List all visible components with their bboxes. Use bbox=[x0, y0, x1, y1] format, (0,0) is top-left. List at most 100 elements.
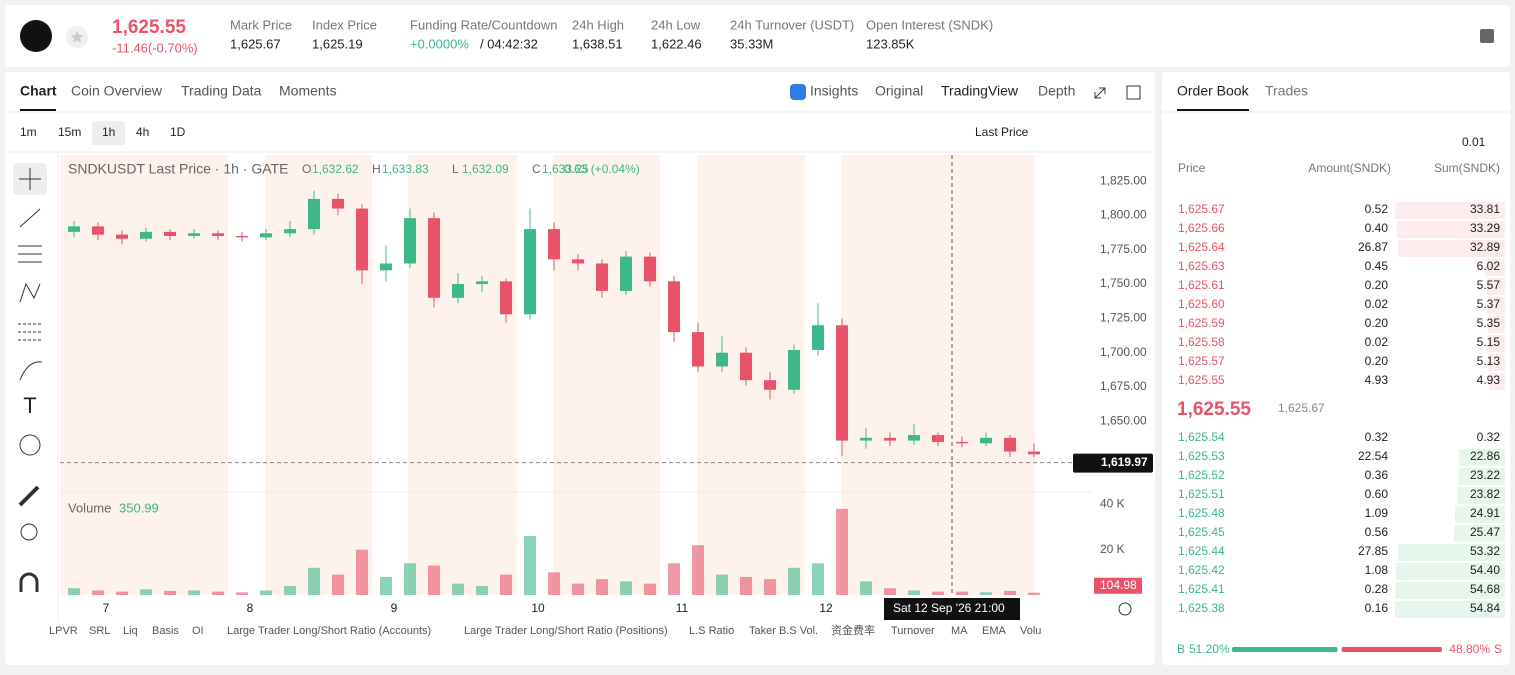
y-tick-label: 1,825.00 bbox=[1100, 173, 1147, 187]
ob-amount: 0.20 bbox=[1365, 316, 1389, 330]
indicator[interactable]: L.S Ratio bbox=[689, 625, 734, 637]
pattern-tool[interactable] bbox=[19, 282, 41, 303]
interval[interactable]: 1m bbox=[20, 125, 37, 139]
price-source[interactable]: Last Price bbox=[975, 125, 1029, 139]
volume-tag-bg bbox=[1094, 577, 1142, 594]
stat-label: Mark Price bbox=[230, 17, 292, 32]
x-tick-label: 11 bbox=[676, 601, 689, 615]
ob-amount: 0.56 bbox=[1365, 525, 1389, 539]
interval[interactable]: 4h bbox=[136, 125, 149, 139]
tab[interactable]: Trading Data bbox=[181, 83, 262, 99]
indicator[interactable]: Large Trader Long/Short Ratio (Positions… bbox=[464, 625, 668, 637]
interval[interactable]: 1D bbox=[170, 125, 186, 139]
view-tab[interactable]: Depth bbox=[1038, 83, 1075, 99]
coin-logo bbox=[20, 20, 52, 52]
view-tab[interactable]: TradingView bbox=[941, 83, 1019, 99]
lines-tool[interactable] bbox=[18, 245, 42, 263]
indicator[interactable]: Large Trader Long/Short Ratio (Accounts) bbox=[227, 625, 431, 637]
view-tab[interactable]: Insights bbox=[810, 83, 858, 99]
buy-ratio-bar bbox=[1232, 647, 1338, 652]
ob-sum: 53.32 bbox=[1470, 544, 1500, 558]
stat-label: 24h High bbox=[572, 17, 624, 32]
ob-amount: 0.60 bbox=[1365, 487, 1389, 501]
indicator[interactable]: Liq bbox=[123, 625, 138, 637]
candle-body bbox=[332, 198, 344, 209]
candle-body bbox=[476, 281, 488, 285]
y-tick-label: 1,800.00 bbox=[1100, 208, 1147, 222]
tab[interactable]: Chart bbox=[20, 83, 57, 99]
stat-value: +0.0000% bbox=[410, 36, 469, 51]
precision[interactable]: 0.01 bbox=[1462, 135, 1486, 149]
volume-tag: 104.98 bbox=[1100, 578, 1137, 592]
volume-bar bbox=[860, 581, 872, 595]
zoom-tool[interactable] bbox=[20, 523, 38, 541]
candle-body bbox=[668, 281, 680, 333]
candle-body bbox=[956, 441, 968, 444]
ob-sum: 23.22 bbox=[1470, 468, 1500, 482]
tab[interactable]: Coin Overview bbox=[71, 83, 163, 99]
brush-tool[interactable] bbox=[19, 361, 43, 381]
ob-amount: 26.87 bbox=[1358, 240, 1388, 254]
candle-body bbox=[596, 263, 608, 291]
view-tab[interactable]: Original bbox=[875, 83, 923, 99]
session-band bbox=[408, 155, 517, 595]
fib-tool[interactable] bbox=[18, 323, 42, 341]
ob-amount: 27.85 bbox=[1358, 544, 1388, 558]
ob-tab[interactable]: Trades bbox=[1265, 83, 1308, 99]
indicator[interactable]: 资金费率 bbox=[831, 623, 875, 637]
ob-price: 1,625.45 bbox=[1178, 525, 1225, 539]
volume-bar bbox=[404, 563, 416, 595]
crosshair-tool[interactable] bbox=[19, 168, 41, 190]
ob-amount: 0.16 bbox=[1365, 601, 1389, 615]
ruler-tool[interactable] bbox=[18, 485, 40, 507]
volume-bar bbox=[188, 590, 200, 595]
magnet-tool[interactable] bbox=[19, 572, 39, 592]
top-bar bbox=[5, 5, 1510, 67]
legend-title: SNDKUSDT Last Price · 1h · GATE bbox=[68, 161, 288, 177]
sell-ratio: 48.80% bbox=[1449, 642, 1490, 656]
ob-price: 1,625.67 bbox=[1178, 202, 1225, 216]
notes-icon[interactable] bbox=[1480, 29, 1494, 43]
indicator[interactable]: Basis bbox=[152, 625, 179, 637]
depth-bar bbox=[1395, 601, 1505, 618]
volume-bar bbox=[812, 563, 824, 595]
indicator[interactable]: LPVR bbox=[49, 625, 78, 637]
ob-price: 1,625.42 bbox=[1178, 563, 1225, 577]
depth-bar bbox=[1488, 373, 1505, 390]
ob-amount: 0.32 bbox=[1365, 430, 1389, 444]
indicator[interactable]: Volu bbox=[1020, 625, 1041, 637]
text-tool[interactable]: T bbox=[23, 393, 36, 418]
volume-bar bbox=[884, 588, 896, 595]
expand-icon[interactable] bbox=[1094, 87, 1106, 99]
candle-body bbox=[188, 233, 200, 237]
stat-value: 1,625.67 bbox=[230, 36, 281, 51]
ob-price: 1,625.59 bbox=[1178, 316, 1225, 330]
indicator[interactable]: OI bbox=[192, 625, 204, 637]
depth-bar bbox=[1487, 316, 1505, 333]
volume-bar bbox=[236, 592, 248, 595]
settings-icon[interactable] bbox=[1118, 602, 1132, 616]
volume-bar bbox=[452, 583, 464, 595]
window-icon[interactable] bbox=[1126, 85, 1141, 100]
interval-active-bg bbox=[92, 121, 125, 145]
depth-bar bbox=[1395, 563, 1505, 580]
emoji-tool[interactable] bbox=[19, 434, 41, 456]
indicator[interactable]: SRL bbox=[89, 625, 110, 637]
ob-amount: 1.09 bbox=[1365, 506, 1389, 520]
depth-bar bbox=[1504, 430, 1505, 447]
ob-tab[interactable]: Order Book bbox=[1177, 83, 1250, 99]
legend-value: 1,632.62 bbox=[312, 162, 359, 176]
volume-bar bbox=[308, 567, 320, 595]
trend-tool[interactable] bbox=[19, 208, 41, 228]
candle-body bbox=[836, 325, 848, 441]
interval[interactable]: 15m bbox=[58, 125, 81, 139]
indicator[interactable]: Turnover bbox=[891, 625, 935, 637]
ob-price: 1,625.48 bbox=[1178, 506, 1225, 520]
tab[interactable]: Moments bbox=[279, 83, 337, 99]
indicator[interactable]: Taker B.S Vol. bbox=[749, 625, 818, 637]
indicator[interactable]: MA bbox=[951, 625, 968, 637]
indicator[interactable]: EMA bbox=[982, 625, 1007, 637]
interval[interactable]: 1h bbox=[102, 125, 115, 139]
ob-sum: 23.82 bbox=[1470, 487, 1500, 501]
